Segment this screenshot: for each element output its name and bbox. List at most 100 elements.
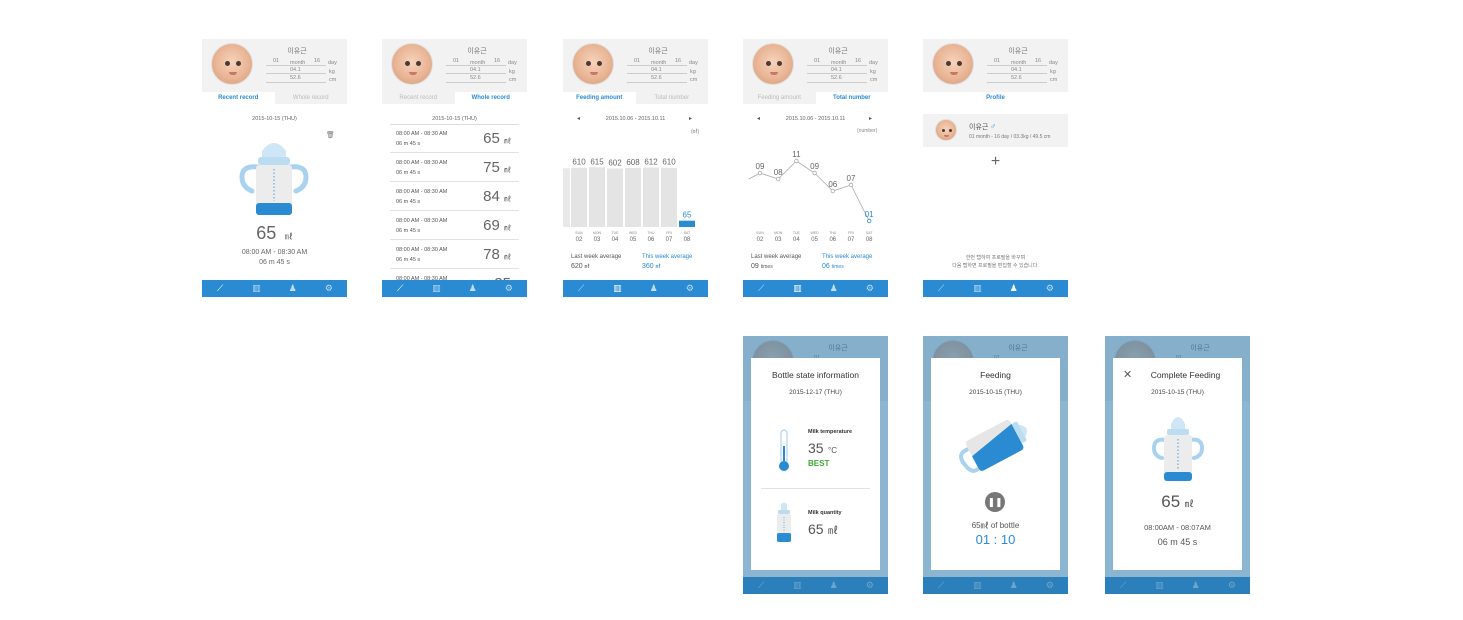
record-time: 08:00 AM - 08:30 AM bbox=[396, 218, 448, 224]
nav-settings-icon[interactable]: ⚙ bbox=[865, 283, 874, 293]
baby-avatar[interactable] bbox=[932, 43, 974, 85]
close-icon[interactable]: ✕ bbox=[1123, 369, 1133, 381]
total-number-chart: 09 SUN 02 08 MON 03 11 TUE 04 09 WED 05 06 THU 06 07 FRI… bbox=[748, 150, 874, 243]
chart-tick-date: 03 bbox=[775, 237, 782, 243]
chart-bar[interactable] bbox=[571, 167, 587, 227]
tab-whole-record[interactable]: Whole record bbox=[454, 92, 527, 104]
trash-icon[interactable]: 🗑 bbox=[326, 132, 335, 139]
nav-baby-icon[interactable]: ♟ bbox=[468, 283, 477, 293]
tab-total-number[interactable]: Total number bbox=[635, 92, 708, 104]
milk-quantity-value: 65 bbox=[808, 521, 824, 537]
record-time: 08:00 AM - 08:30 AM bbox=[396, 276, 448, 282]
tab-recent-record[interactable]: Recent record bbox=[202, 92, 275, 104]
chart-tick-date: 04 bbox=[793, 237, 800, 243]
nav-bottle-icon[interactable]: ⟋ bbox=[937, 283, 945, 293]
record-row[interactable]: 08:00 AM - 08:30 AM 06 m 45 s 65 ㎖ bbox=[390, 125, 519, 153]
nav-settings-icon[interactable]: ⚙ bbox=[504, 283, 513, 293]
weight-value: 04.1 bbox=[290, 67, 301, 73]
gender-male-icon: ♂ bbox=[990, 122, 997, 131]
nav-bottle-icon[interactable]: ⟋ bbox=[396, 283, 404, 293]
height-unit: cm bbox=[329, 77, 337, 83]
tab-total-number[interactable]: Total number bbox=[815, 92, 888, 104]
chart-point[interactable] bbox=[776, 176, 781, 182]
last-week-unit: ㎖ bbox=[584, 264, 590, 270]
chart-point[interactable] bbox=[830, 188, 835, 194]
chart-point[interactable] bbox=[794, 158, 799, 164]
nav-chart-icon[interactable]: ▥ bbox=[252, 283, 261, 293]
nav-settings-icon[interactable]: ⚙ bbox=[685, 283, 694, 293]
record-row[interactable]: 08:00 AM - 08:30 AM 06 m 45 s 75 ㎖ bbox=[390, 154, 519, 182]
record-row[interactable]: 08:00 AM - 08:30 AM 06 m 45 s 69 ㎖ bbox=[390, 212, 519, 240]
chart-bar[interactable] bbox=[589, 167, 605, 227]
next-week-icon[interactable]: ▸ bbox=[689, 116, 693, 122]
nav-bottle-icon[interactable]: ⟋ bbox=[757, 283, 765, 293]
nav-baby-icon[interactable]: ♟ bbox=[288, 283, 297, 293]
nav-bottle-icon[interactable]: ⟋ bbox=[216, 283, 224, 293]
height-unit: cm bbox=[690, 77, 698, 83]
chart-tick-day: WED bbox=[629, 231, 638, 235]
month-unit: month bbox=[470, 60, 486, 66]
chart-point[interactable] bbox=[757, 170, 763, 176]
tab-feeding-amount[interactable]: Feeding amount bbox=[743, 92, 816, 104]
chart-bar[interactable] bbox=[625, 167, 641, 227]
chart-point[interactable] bbox=[812, 170, 817, 176]
chart-point[interactable] bbox=[848, 182, 854, 188]
this-week-value: 360 bbox=[642, 263, 654, 270]
record-date: 2015-10-15 (THU) bbox=[252, 116, 297, 122]
chart-bar-label: 608 bbox=[626, 158, 640, 167]
tab-profile[interactable]: Profile bbox=[923, 92, 1068, 104]
chart-bar[interactable] bbox=[643, 167, 659, 227]
record-row[interactable]: 08:00 AM - 08:30 AM 06 m 45 s 78 ㎖ bbox=[390, 241, 519, 269]
bottle-illustration bbox=[239, 143, 309, 215]
nav-baby-icon[interactable]: ♟ bbox=[829, 283, 838, 293]
tab-feeding-amount[interactable]: Feeding amount bbox=[563, 92, 636, 104]
weight-value: 04.1 bbox=[470, 67, 481, 73]
nav-chart-icon[interactable]: ▥ bbox=[432, 283, 441, 293]
screen-bottle-state: 이유근 01 ⟋ ▥ ♟ ⚙ Bottle state information … bbox=[743, 336, 888, 594]
record-tabs: Recent record Whole record bbox=[382, 92, 527, 104]
chart-bar-prev bbox=[563, 168, 570, 227]
nav-baby-icon[interactable]: ♟ bbox=[649, 283, 658, 293]
screen-feeding: 이유근 01 ⟋ ▥ ♟ ⚙ Feeding 2015-10-15 (THU) … bbox=[923, 336, 1068, 594]
thermometer-icon bbox=[779, 429, 789, 471]
chart-bar[interactable] bbox=[679, 220, 695, 227]
chart-tick-day: SUN bbox=[756, 231, 764, 235]
next-week-icon[interactable]: ▸ bbox=[869, 116, 873, 122]
record-time: 08:00 AM - 08:30 AM bbox=[396, 160, 448, 166]
pause-icon[interactable]: ❚❚ bbox=[985, 492, 1005, 512]
screen-complete-feeding: 이유근 01 ⟋ ▥ ♟ ⚙ ✕ Complete Feeding 2015-1… bbox=[1105, 336, 1250, 594]
prev-week-icon[interactable]: ◂ bbox=[757, 116, 761, 122]
chart-tick-date: 07 bbox=[666, 237, 673, 243]
record-row[interactable]: 08:00 AM - 08:30 AM 06 m 45 s 84 ㎖ bbox=[390, 183, 519, 211]
baby-avatar[interactable] bbox=[211, 43, 253, 85]
chart-point[interactable] bbox=[866, 218, 872, 224]
chart-tick-day: THU bbox=[647, 231, 655, 235]
add-profile-icon[interactable]: + bbox=[990, 153, 1001, 170]
record-unit: ㎖ bbox=[504, 254, 511, 261]
profile-card[interactable]: 이유근 ♂ 01 month - 16 day / 03.3kg / 49.5 … bbox=[923, 114, 1068, 147]
baby-avatar[interactable] bbox=[572, 43, 614, 85]
nav-bottle-icon[interactable]: ⟋ bbox=[577, 283, 585, 293]
bottle-illustration bbox=[1151, 417, 1205, 481]
tab-whole-record[interactable]: Whole record bbox=[274, 92, 347, 104]
prev-week-icon[interactable]: ◂ bbox=[577, 116, 581, 122]
nav-settings-icon[interactable]: ⚙ bbox=[1045, 283, 1054, 293]
chart-bar[interactable] bbox=[661, 167, 677, 227]
baby-avatar[interactable] bbox=[752, 43, 794, 85]
baby-avatar[interactable] bbox=[391, 43, 433, 85]
nav-chart-icon[interactable]: ▥ bbox=[613, 283, 622, 293]
chart-tick-date: 02 bbox=[757, 237, 764, 243]
weight-unit: kg bbox=[690, 69, 696, 75]
nav-chart-icon[interactable]: ▥ bbox=[973, 283, 982, 293]
height-unit: cm bbox=[870, 77, 878, 83]
chart-bar-label: 602 bbox=[608, 159, 622, 168]
day-value: 16 bbox=[675, 58, 682, 64]
last-week-value: 09 bbox=[751, 263, 759, 270]
nav-baby-icon[interactable]: ♟ bbox=[1009, 283, 1018, 293]
profile-name: 이유근 bbox=[648, 48, 668, 55]
chart-bar[interactable] bbox=[607, 168, 623, 227]
day-unit: day bbox=[508, 60, 517, 66]
tab-recent-record[interactable]: Recent record bbox=[382, 92, 455, 104]
nav-chart-icon[interactable]: ▥ bbox=[793, 283, 802, 293]
nav-settings-icon[interactable]: ⚙ bbox=[324, 283, 333, 293]
